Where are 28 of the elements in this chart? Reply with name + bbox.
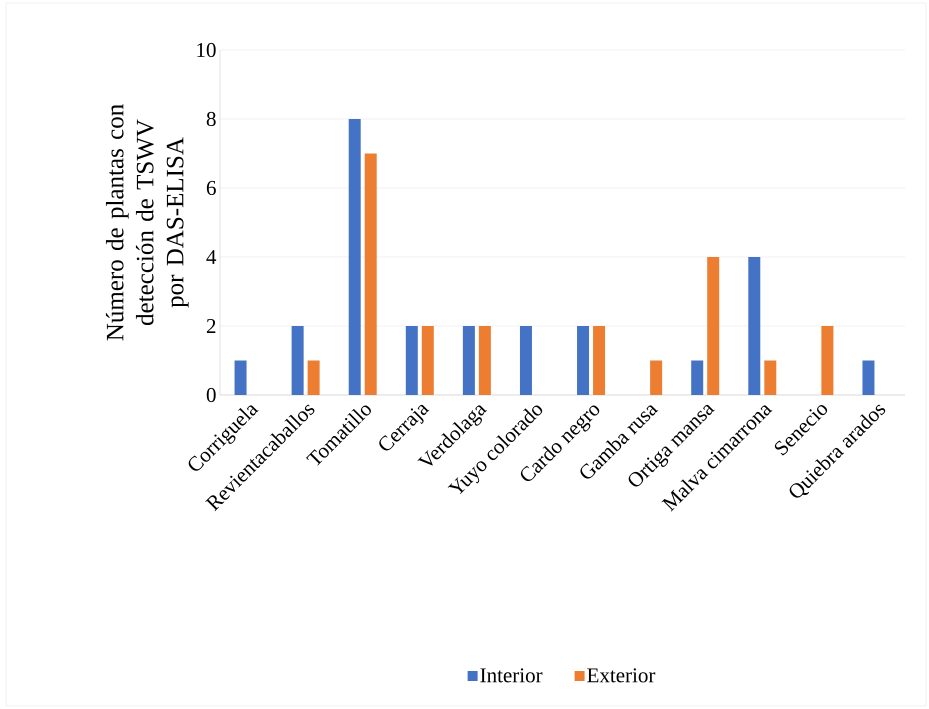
y-tick-label: 10 bbox=[197, 42, 216, 58]
bar bbox=[478, 326, 491, 395]
y-tick-label: 8 bbox=[206, 112, 216, 126]
bar bbox=[862, 360, 874, 395]
y-axis-title: Número de plantas con detección de TSWV por DAS-ELISA bbox=[106, 104, 189, 340]
legend-label: Interior bbox=[480, 668, 542, 682]
bar bbox=[462, 326, 475, 395]
bar bbox=[748, 256, 760, 395]
y-tick-label: 0 bbox=[206, 388, 216, 402]
bar bbox=[707, 256, 720, 395]
bar bbox=[422, 326, 434, 395]
bar bbox=[650, 360, 662, 395]
bar bbox=[292, 326, 304, 395]
legend-label: Exterior bbox=[587, 668, 656, 682]
bar bbox=[593, 326, 606, 395]
bar bbox=[821, 326, 834, 395]
bar bbox=[234, 360, 247, 395]
bar bbox=[308, 360, 320, 395]
y-tick-label: 4 bbox=[206, 250, 216, 264]
bar bbox=[364, 153, 377, 395]
y-tick-label: 2 bbox=[206, 319, 216, 333]
bar bbox=[691, 360, 704, 395]
bar bbox=[406, 326, 418, 395]
bar bbox=[348, 118, 361, 395]
y-tick-label: 6 bbox=[206, 180, 216, 196]
bar bbox=[577, 326, 590, 395]
bar bbox=[520, 326, 532, 395]
bar bbox=[764, 360, 776, 395]
